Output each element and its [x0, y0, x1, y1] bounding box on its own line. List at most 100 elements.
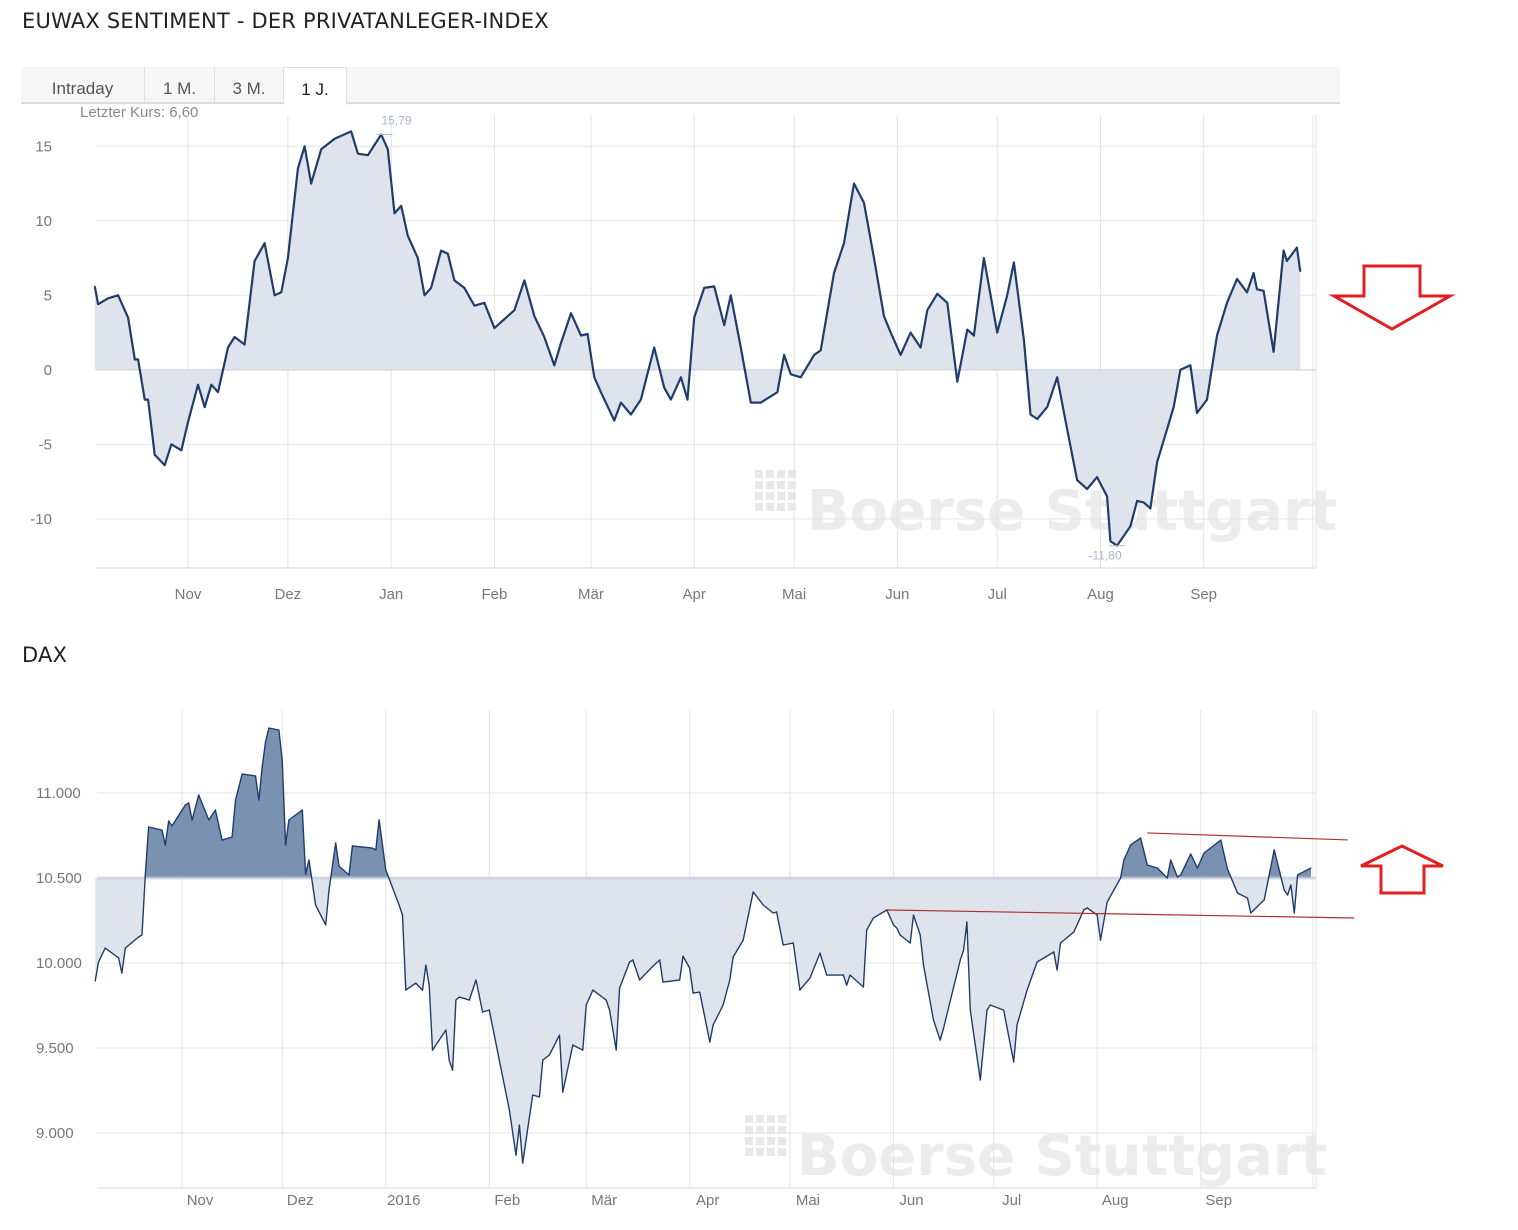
data-point — [1086, 907, 1088, 909]
data-point — [168, 820, 170, 822]
tab-1-year[interactable]: 1 J. — [283, 67, 347, 105]
data-point — [405, 989, 407, 991]
data-point — [732, 956, 734, 958]
data-point — [592, 989, 594, 991]
data-point — [523, 279, 525, 282]
data-point — [387, 148, 389, 150]
data-point — [819, 952, 821, 954]
data-point — [180, 449, 182, 451]
watermark-dot — [755, 470, 763, 478]
watermark-dot — [778, 1137, 786, 1145]
data-point — [127, 317, 129, 319]
x-tick-label: Jul — [1002, 1192, 1021, 1209]
data-point — [1083, 909, 1085, 911]
data-point — [709, 1041, 711, 1043]
watermark-dot — [756, 1115, 764, 1123]
data-point — [1196, 867, 1198, 869]
data-point — [853, 182, 855, 185]
data-point — [1170, 859, 1172, 861]
data-point — [618, 987, 621, 989]
watermark-dot — [745, 1137, 753, 1145]
data-point — [920, 346, 922, 349]
watermark-dot — [788, 503, 796, 511]
watermark-dot — [777, 470, 785, 478]
y-tick-label: 9.000 — [36, 1125, 74, 1142]
data-point — [883, 315, 885, 317]
data-point — [244, 343, 246, 346]
data-point — [475, 979, 477, 981]
data-point — [401, 914, 404, 916]
data-point — [468, 999, 470, 1001]
data-point — [421, 989, 424, 991]
data-point — [842, 974, 844, 976]
data-point — [261, 766, 263, 768]
data-point — [846, 984, 848, 986]
data-point — [1246, 291, 1248, 293]
arrow-up-icon — [1360, 844, 1444, 895]
data-point — [431, 1049, 434, 1051]
data-point — [979, 1079, 981, 1081]
data-point — [699, 991, 701, 993]
watermark-dot — [755, 481, 763, 489]
data-point — [1059, 942, 1062, 944]
data-point — [147, 399, 149, 401]
data-point — [692, 992, 694, 994]
data-point — [1236, 278, 1238, 280]
data-point — [969, 1009, 971, 1011]
data-point — [417, 257, 419, 259]
data-point — [1003, 1009, 1005, 1011]
data-point — [138, 936, 140, 938]
data-point — [956, 381, 958, 383]
data-point — [1179, 369, 1181, 371]
data-point — [800, 376, 802, 378]
data-point — [1130, 844, 1132, 846]
x-tick-label: Sep — [1205, 1192, 1232, 1209]
data-point — [722, 1004, 724, 1006]
data-point — [315, 904, 317, 906]
data-point — [653, 346, 655, 349]
y-tick-label: 15 — [35, 138, 52, 155]
data-point — [1246, 897, 1249, 899]
data-point — [97, 303, 99, 305]
data-point — [730, 294, 732, 296]
data-point — [385, 869, 387, 871]
data-point — [820, 349, 822, 352]
tab-1-month[interactable]: 1 M. — [145, 67, 215, 102]
tab-3-months[interactable]: 3 M. — [232, 79, 266, 98]
data-point — [264, 741, 267, 743]
data-point — [308, 859, 310, 861]
data-point — [451, 1069, 454, 1071]
data-point — [532, 1094, 534, 1096]
data-point — [104, 947, 106, 949]
data-point — [134, 358, 136, 360]
tab-intraday[interactable]: Intraday — [21, 67, 145, 102]
watermark-dot — [745, 1148, 753, 1156]
data-point — [1203, 852, 1205, 854]
data-point — [1263, 290, 1265, 292]
data-point — [254, 775, 257, 777]
data-point — [639, 979, 641, 981]
x-tick-label: Mär — [591, 1192, 617, 1209]
data-point — [533, 315, 535, 317]
data-point — [268, 727, 270, 729]
data-point — [301, 809, 303, 811]
trendline — [886, 909, 1355, 919]
data-point — [1286, 260, 1288, 262]
data-point — [1099, 939, 1102, 941]
data-point — [350, 130, 352, 132]
data-point — [184, 804, 186, 806]
data-point — [1056, 376, 1058, 378]
data-point — [872, 917, 875, 919]
x-tick-label: Nov — [187, 1192, 214, 1209]
data-point — [593, 376, 595, 378]
data-point — [762, 904, 764, 906]
data-point — [400, 205, 402, 207]
watermark-dot — [755, 503, 763, 511]
data-point — [1026, 989, 1028, 991]
data-point — [518, 1124, 520, 1126]
data-point — [458, 996, 460, 998]
data-point — [440, 250, 442, 252]
data-point — [580, 334, 582, 337]
x-tick-label: Jul — [988, 586, 1007, 603]
